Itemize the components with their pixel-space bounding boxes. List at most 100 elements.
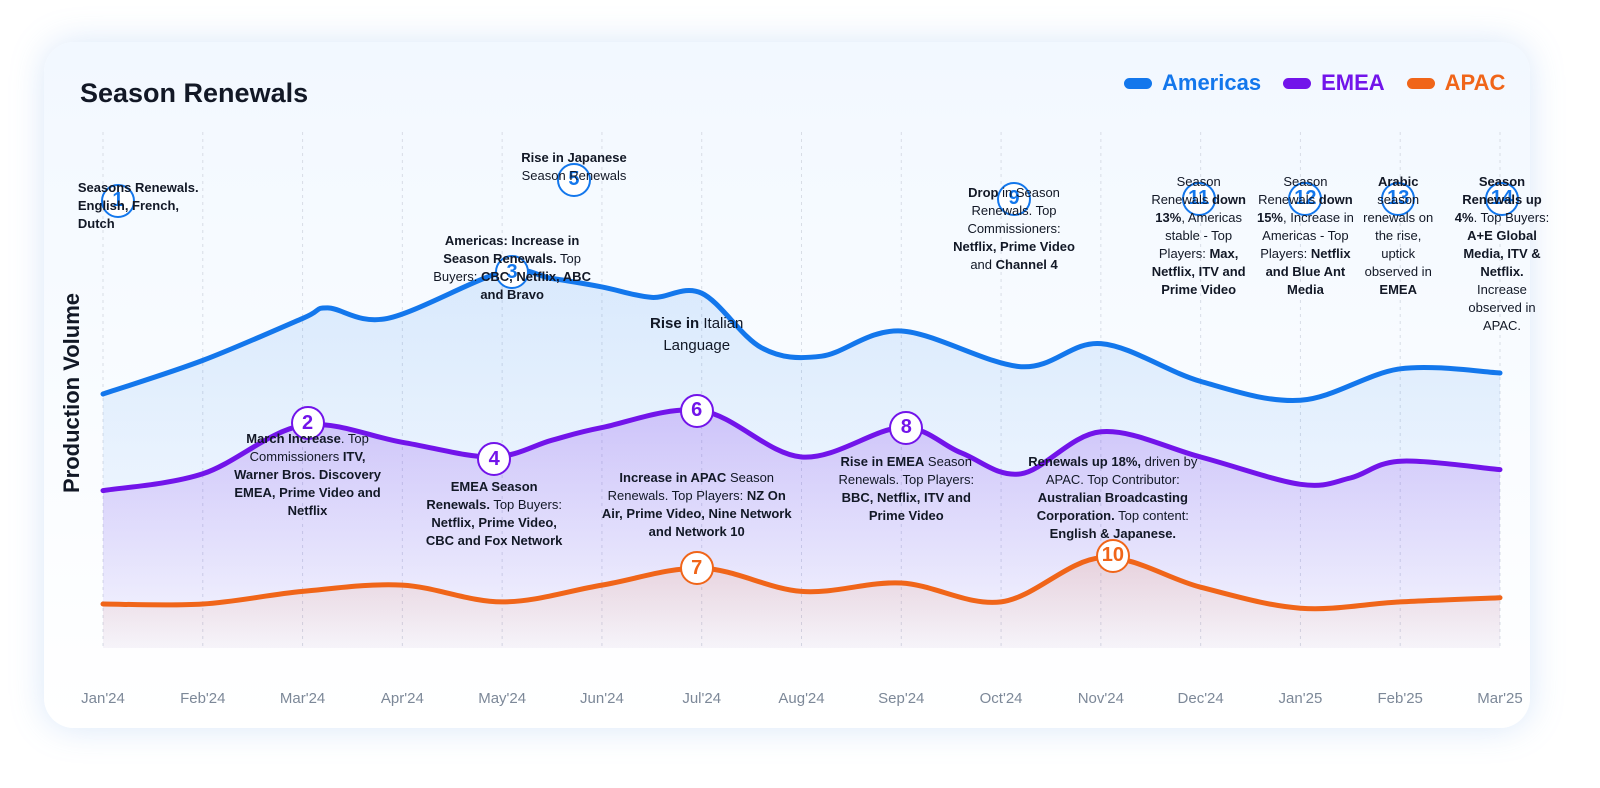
series-area-apac: [103, 557, 1500, 648]
annotation-marker-4[interactable]: 4: [477, 442, 512, 477]
annotation-text: A+E Global Media, ITV & Netflix.: [1463, 228, 1541, 279]
legend-item-americas[interactable]: Americas: [1124, 70, 1261, 96]
x-tick-label: Dec'24: [1177, 690, 1224, 707]
annotation-note-2: March Increase. Top Commissioners ITV, W…: [228, 430, 388, 520]
annotation-text: Season Renewals: [1258, 174, 1328, 207]
annotation-text: in Season Renewals. Top Commissioners:: [967, 185, 1061, 236]
annotation-text: Top Buyers:: [433, 251, 581, 284]
annotation-text: Australian Broadcasting Corporation.: [1036, 490, 1188, 523]
legend-item-apac[interactable]: APAC: [1406, 70, 1506, 96]
legend-item-emea[interactable]: EMEA: [1283, 70, 1385, 96]
annotation-text: ITV, Warner Bros. Discovery EMEA, Prime …: [234, 449, 381, 518]
annotation-text: Increase in APAC: [619, 470, 727, 485]
annotation-text: BBC, Netflix, ITV and Prime Video: [841, 490, 971, 523]
x-tick-label: May'24: [478, 690, 527, 707]
annotation-marker-10[interactable]: 10: [1095, 538, 1130, 573]
annotation-marker-13[interactable]: 13: [1381, 181, 1416, 216]
annotation-marker-9[interactable]: 9: [997, 181, 1032, 216]
legend-swatch-apac: [1406, 77, 1435, 89]
annotation-text: Arabic: [1377, 174, 1419, 189]
x-tick-label: Aug'24: [778, 690, 825, 707]
x-tick-label: Oct'24: [979, 690, 1023, 707]
series-line-apac: [100, 555, 1503, 612]
annotation-text: Rise in Japanese: [521, 150, 627, 165]
annotation-text: Channel 4: [995, 257, 1058, 272]
x-tick-label: Feb'24: [180, 690, 226, 707]
annotation-text: Rise in EMEA: [840, 454, 925, 469]
annotation-text: . Top Commissioners: [249, 431, 369, 464]
annotation-note-8: Rise in EMEA Season Renewals. Top Player…: [836, 453, 976, 525]
annotation-text: Season Renewals. Top Players:: [838, 454, 975, 487]
x-tick-label: Mar'24: [279, 690, 326, 707]
annotation-text: EMEA: [1379, 282, 1417, 297]
annotation-text: EMEA Season Renewals.: [426, 479, 538, 512]
annotation-text: Renewals up 18%,: [1028, 454, 1141, 469]
annotation-text: Top content:: [1114, 508, 1189, 523]
annotation-marker-5[interactable]: 5: [556, 162, 591, 197]
annotation-text: Season Renewals up 4%: [1454, 174, 1542, 225]
annotation-text: Netflix, Prime Video, CBC and Fox Networ…: [425, 515, 563, 548]
annotation-text: Americas: Increase in Season Renewals.: [443, 233, 580, 266]
annotation-text: Italian Language: [663, 315, 744, 354]
annotation-text: season renewals on the rise, uptick obse…: [1363, 192, 1434, 279]
annotation-note-5: Rise in Japanese Season Renewals: [509, 149, 639, 185]
annotation-text: down 15%: [1256, 192, 1353, 225]
annotation-text: NZ On Air, Prime Video, Nine Network and…: [601, 488, 792, 539]
annotation-text: Rise in: [650, 315, 700, 332]
annotation-note-1: Seasons Renewals. English, French, Dutch: [78, 179, 218, 233]
annotation-text: down 13%: [1155, 192, 1246, 225]
x-tick-label: Jan'24: [81, 690, 125, 707]
annotation-text: English, French, Dutch: [77, 198, 180, 231]
annotation-text: Season Renewals: [1151, 174, 1221, 207]
legend-label-apac: APAC: [1444, 70, 1506, 95]
annotation-text: driven by APAC. Top Contributor:: [1045, 454, 1198, 487]
annotation-marker-7[interactable]: 7: [679, 551, 714, 586]
annotation-text: Increase observed in APAC.: [1468, 282, 1536, 333]
annotation-note-6: Rise in Italian Language: [642, 313, 752, 357]
x-tick-label: Jun'24: [580, 690, 624, 707]
annotation-text: English & Japanese.: [1049, 526, 1177, 541]
legend-label-americas: Americas: [1162, 70, 1262, 95]
annotation-marker-12[interactable]: 12: [1288, 181, 1323, 216]
annotation-note-9: Drop in Season Renewals. Top Commissione…: [944, 184, 1084, 274]
x-tick-label: Jul'24: [682, 690, 722, 707]
annotation-note-13: Arabic season renewals on the rise, upti…: [1358, 173, 1438, 299]
legend-swatch-americas: [1124, 77, 1152, 89]
annotation-text: Max, Netflix, ITV and Prime Video: [1151, 246, 1246, 297]
annotation-marker-14[interactable]: 14: [1484, 181, 1519, 216]
annotation-text: Drop: [968, 185, 999, 200]
annotation-text: Top Buyers:: [489, 497, 562, 512]
annotation-text: March Increase: [246, 431, 341, 446]
legend-label-emea: EMEA: [1321, 70, 1385, 95]
annotation-note-3: Americas: Increase in Season Renewals. T…: [422, 232, 602, 304]
series-line-americas: [100, 267, 1503, 404]
annotation-note-4: EMEA Season Renewals. Top Buyers: Netfli…: [419, 478, 569, 550]
annotation-marker-1[interactable]: 1: [100, 183, 135, 218]
x-tick-label: Sep'24: [878, 690, 925, 707]
annotation-marker-3[interactable]: 3: [495, 255, 530, 290]
annotation-note-10: Renewals up 18%, driven by APAC. Top Con…: [1028, 453, 1198, 543]
x-tick-label: Apr'24: [380, 690, 424, 707]
annotation-text: , Americas stable - Top Players:: [1158, 210, 1242, 261]
annotation-marker-6[interactable]: 6: [679, 393, 714, 428]
annotation-text: , Increase in Americas - Top Players:: [1260, 210, 1354, 261]
annotation-text: Seasons Renewals.: [77, 180, 199, 195]
annotation-marker-2[interactable]: 2: [290, 406, 325, 441]
annotation-text: CBC, Netflix, ABC and Bravo: [480, 269, 591, 302]
annotation-note-11: Season Renewals down 13%, Americas stabl…: [1149, 173, 1249, 299]
annotation-text: Season Renewals. Top Players:: [607, 470, 775, 503]
annotation-text: and: [970, 257, 996, 272]
legend: Americas EMEA APAC: [1124, 70, 1505, 96]
annotation-text: Season Renewals: [521, 168, 627, 183]
annotation-marker-11[interactable]: 11: [1181, 181, 1216, 216]
x-tick-label: Mar'25: [1477, 690, 1523, 707]
annotation-note-14: Season Renewals up 4%. Top Buyers: A+E G…: [1454, 173, 1550, 335]
series-line-emea: [100, 407, 1503, 494]
annotation-text: Netflix and Blue Ant Media: [1265, 246, 1351, 297]
x-tick-label: Nov'24: [1077, 690, 1124, 707]
annotation-text: . Top Buyers:: [1473, 210, 1550, 225]
x-tick-label: Jan'25: [1278, 690, 1323, 707]
chart-title: Season Renewals: [80, 78, 309, 108]
annotation-marker-8[interactable]: 8: [889, 410, 924, 445]
